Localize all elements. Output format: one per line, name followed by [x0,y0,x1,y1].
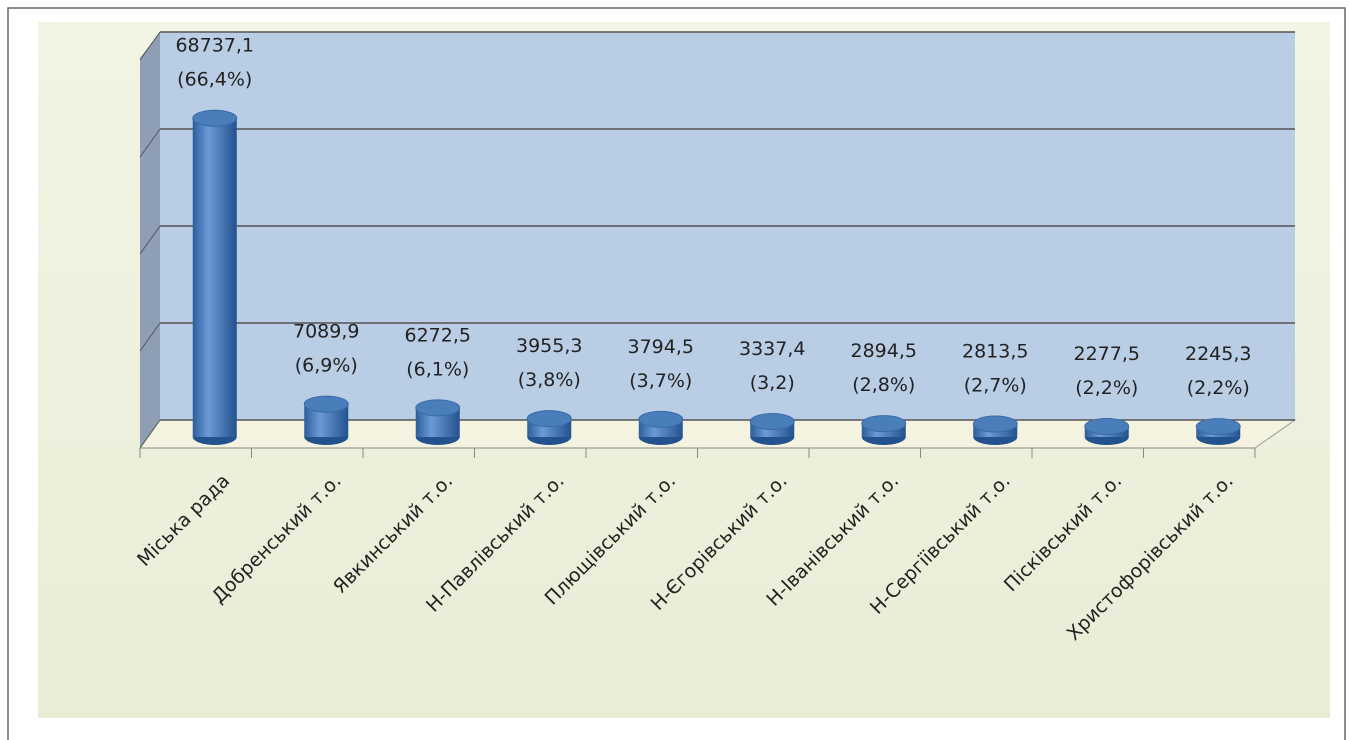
value-label: 2894,5 [851,340,917,362]
side-grid-line [139,128,161,158]
value-label: 7089,9 [293,321,359,343]
value-label: 2277,5 [1074,343,1140,365]
value-label: 2245,3 [1185,343,1251,365]
share-label: (3,2) [750,372,795,394]
share-label: (6,9%) [295,355,358,377]
bar-top [1084,417,1130,435]
side-grid-line [139,419,161,449]
bar-top [526,410,572,428]
bar-top [749,413,795,431]
share-label: (2,2%) [1075,377,1138,399]
bar-top [192,109,238,127]
value-label: 68737,1 [175,35,254,57]
side-grid-line [139,225,161,255]
share-label: (2,7%) [964,374,1027,396]
bar-top [303,395,349,413]
side-grid-line [139,322,161,352]
frame [7,7,1346,740]
bar-top [415,399,461,417]
value-label: 3955,3 [516,335,582,357]
value-label: 2813,5 [962,340,1028,362]
bar-top [1195,418,1241,436]
share-label: (2,8%) [852,374,915,396]
value-label: 3337,4 [739,338,805,360]
bar-top [972,415,1018,433]
share-label: (3,8%) [518,369,581,391]
bar-top [861,415,907,433]
share-label: (66,4%) [177,69,252,91]
bar [192,118,237,438]
value-label: 3794,5 [628,336,694,358]
side-grid-line [139,31,161,61]
bar-top [638,410,684,428]
value-label: 6272,5 [405,324,471,346]
share-label: (2,2%) [1187,377,1250,399]
share-label: (3,7%) [629,370,692,392]
share-label: (6,1%) [406,358,469,380]
